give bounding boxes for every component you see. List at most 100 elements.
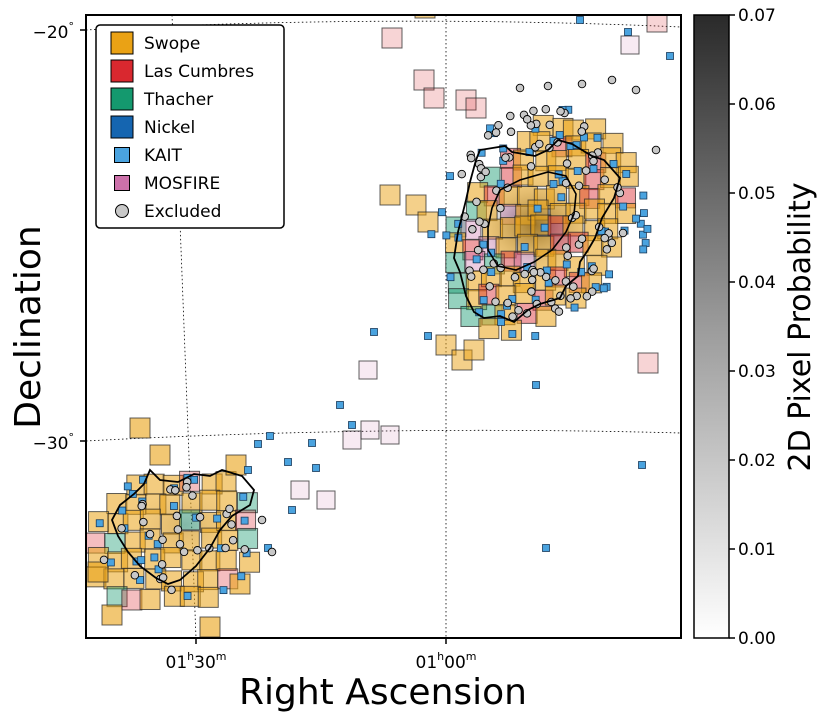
colorbar-ticks: 0.00 0.01 0.02 0.03 0.04 0.05 0.06 0.07 bbox=[729, 6, 776, 649]
swope-tile bbox=[379, 184, 401, 206]
excluded-marker bbox=[543, 81, 553, 91]
kait-marker bbox=[254, 440, 262, 448]
legend-marker-excluded bbox=[115, 204, 129, 218]
colorbar-tick-label: 0.02 bbox=[738, 451, 776, 471]
gridline-dec-minus30 bbox=[86, 429, 681, 442]
gridline-dec-minus20 bbox=[86, 20, 681, 31]
kait-marker bbox=[370, 328, 378, 336]
excluded-marker bbox=[188, 491, 197, 500]
excluded-marker bbox=[179, 547, 189, 557]
excluded-marker bbox=[581, 166, 591, 175]
kait-marker bbox=[573, 167, 582, 175]
kait-marker bbox=[570, 303, 579, 312]
kait-marker bbox=[641, 239, 650, 247]
kait-marker bbox=[643, 224, 652, 233]
kait-marker bbox=[666, 52, 674, 60]
kait-marker bbox=[454, 219, 463, 228]
kait-marker bbox=[624, 28, 632, 36]
excluded-marker bbox=[600, 233, 609, 243]
colorbar-tick-label: 0.00 bbox=[738, 629, 776, 649]
swope-tile bbox=[435, 334, 457, 356]
kait-marker bbox=[487, 268, 496, 276]
kait-marker bbox=[284, 458, 292, 466]
excluded-marker bbox=[158, 535, 167, 545]
legend: Swope Las Cumbres Thacher Nickel KAIT MOSFIRE… bbox=[95, 24, 285, 229]
kait-marker bbox=[336, 401, 344, 409]
kait-marker bbox=[118, 506, 127, 515]
legend-label: Las Cumbres bbox=[144, 62, 254, 82]
excluded-marker bbox=[506, 127, 516, 137]
las-cumbres-tile bbox=[637, 352, 659, 374]
excluded-marker bbox=[117, 524, 126, 533]
kait-marker bbox=[213, 514, 222, 523]
excluded-marker bbox=[527, 275, 537, 285]
legend-marker-las-cumbres bbox=[110, 59, 134, 83]
mosfire-tile bbox=[316, 490, 336, 510]
kait-marker bbox=[599, 284, 608, 293]
excluded-marker bbox=[172, 511, 182, 521]
legend-label: MOSFIRE bbox=[144, 174, 220, 194]
kait-marker bbox=[150, 553, 159, 562]
kait-marker bbox=[520, 243, 529, 251]
legend-marker-kait bbox=[114, 147, 130, 163]
excluded-marker bbox=[476, 172, 486, 182]
kait-marker bbox=[609, 160, 618, 168]
y-tick-label-minus20: −20° bbox=[33, 20, 74, 43]
plot-frame bbox=[85, 14, 682, 639]
kait-marker bbox=[240, 516, 249, 525]
excluded-marker bbox=[227, 520, 236, 529]
kait-marker bbox=[533, 204, 542, 213]
kait-marker bbox=[497, 310, 506, 319]
mosfire-tile bbox=[380, 425, 400, 445]
swope-tile bbox=[405, 194, 427, 216]
kait-marker bbox=[446, 172, 454, 181]
swope-tile bbox=[197, 586, 219, 608]
las-cumbres-tile bbox=[646, 15, 668, 33]
excluded-marker bbox=[561, 243, 571, 252]
x-axis-label: Right Ascension bbox=[239, 672, 527, 713]
kait-marker bbox=[442, 231, 451, 240]
excluded-marker bbox=[562, 159, 572, 168]
kait-marker bbox=[266, 432, 274, 440]
axis-ticks bbox=[80, 29, 447, 644]
kait-marker bbox=[237, 572, 246, 581]
x-tick-label-0100: 01h00m bbox=[416, 650, 477, 673]
kait-marker bbox=[639, 191, 648, 200]
excluded-marker bbox=[475, 217, 484, 226]
las-cumbres-tile bbox=[465, 97, 487, 119]
swope-tile bbox=[87, 561, 109, 583]
kait-marker bbox=[531, 332, 540, 340]
colorbar-tick-label: 0.01 bbox=[738, 540, 776, 560]
excluded-marker bbox=[563, 251, 572, 261]
kait-marker bbox=[640, 209, 648, 218]
excluded-marker bbox=[483, 131, 493, 140]
kait-marker bbox=[532, 381, 540, 389]
excluded-marker bbox=[529, 268, 539, 277]
kait-marker bbox=[497, 317, 505, 326]
kait-marker bbox=[639, 230, 647, 239]
excluded-marker bbox=[589, 264, 598, 273]
colorbar-tick-label: 0.04 bbox=[738, 273, 776, 293]
excluded-marker bbox=[607, 238, 617, 248]
y-axis-label: Declination bbox=[8, 225, 49, 429]
thacher-tile bbox=[237, 527, 259, 549]
kait-marker bbox=[542, 544, 550, 552]
excluded-marker bbox=[587, 287, 597, 296]
kait-marker bbox=[508, 330, 517, 338]
legend-label: Nickel bbox=[144, 118, 195, 138]
kait-marker bbox=[622, 170, 631, 178]
excluded-marker bbox=[569, 282, 578, 291]
excluded-marker bbox=[130, 570, 140, 580]
colorbar-label: 2D Pixel Probability bbox=[783, 182, 818, 471]
x-tick-label-0130: 01h30m bbox=[166, 650, 227, 673]
kait-marker bbox=[576, 16, 584, 24]
excluded-marker bbox=[267, 547, 277, 557]
excluded-markers bbox=[99, 75, 661, 595]
kait-marker bbox=[312, 464, 320, 472]
swope-tile bbox=[129, 417, 151, 439]
kait-marker bbox=[170, 502, 178, 510]
excluded-marker bbox=[535, 139, 544, 149]
excluded-marker bbox=[545, 120, 554, 130]
las-cumbres-tile bbox=[381, 27, 403, 49]
